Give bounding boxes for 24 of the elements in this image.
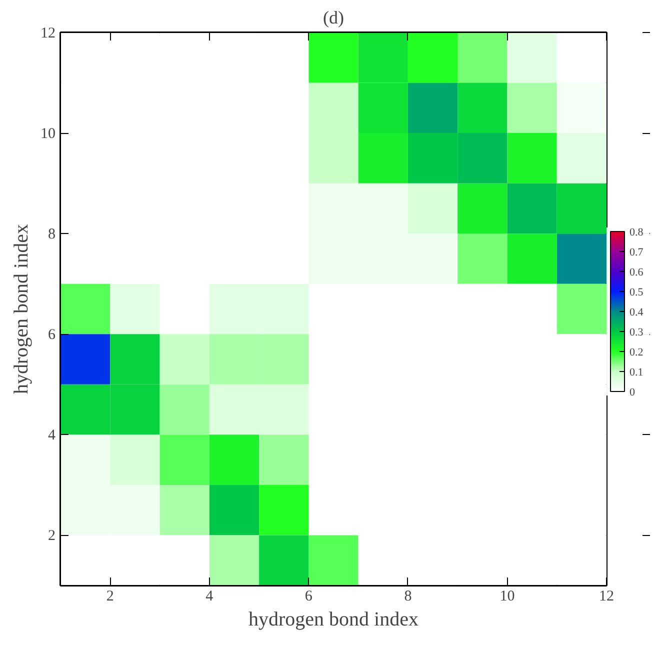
y-tick-label: 8 — [48, 226, 56, 243]
x-tick-label: 2 — [106, 588, 114, 604]
x-axis-title: hydrogen bond index — [248, 608, 418, 630]
y-tick-label: 12 — [40, 26, 56, 42]
color-bar-label: 0 — [630, 386, 636, 398]
y-tick-label: 4 — [48, 428, 56, 444]
x-tick-label: 8 — [404, 588, 412, 604]
color-bar-label: 0.2 — [630, 346, 644, 358]
y-axis-title: hydrogen bond index — [10, 224, 32, 394]
y-tick-label: 10 — [40, 126, 56, 142]
color-bar-label: 0.6 — [630, 266, 644, 278]
x-tick-label: 10 — [500, 588, 515, 604]
color-bar-label: 0.8 — [630, 226, 644, 238]
color-bar-label: 0.7 — [630, 246, 644, 258]
y-tick-label: 6 — [48, 327, 56, 344]
color-bar-label: 0.1 — [630, 366, 644, 378]
y-tick-label: 2 — [48, 528, 56, 544]
x-tick-label: 12 — [599, 588, 614, 604]
color-bar-label: 0.4 — [630, 306, 644, 318]
color-bar-label: 0.5 — [630, 286, 644, 298]
x-tick-label: 4 — [206, 588, 214, 604]
chart-title: (d) — [323, 8, 344, 28]
x-tick-label: 6 — [304, 588, 313, 604]
color-bar-label: 0.3 — [630, 326, 644, 338]
